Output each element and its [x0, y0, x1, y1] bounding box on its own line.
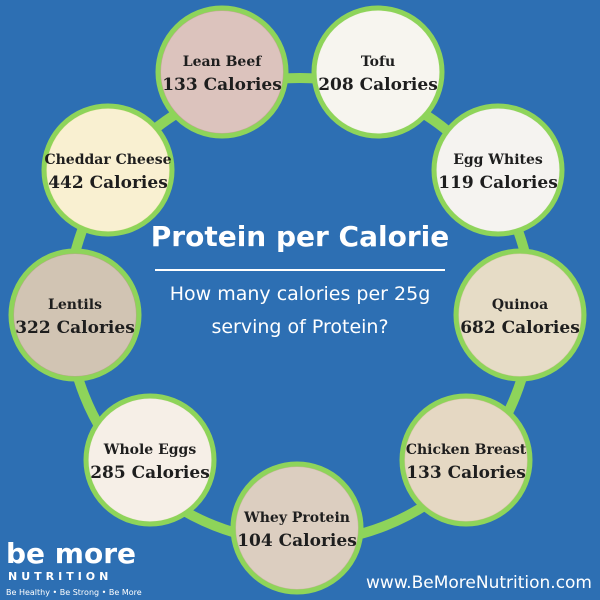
food-circle: Egg Whites 119 Calories	[431, 103, 565, 237]
photo-haze	[317, 11, 439, 133]
food-name: Cheddar Cheese	[44, 152, 171, 168]
food-circle: Quinoa 682 Calories	[453, 248, 587, 382]
food-calories: 208 Calories	[318, 75, 438, 95]
photo-haze	[47, 109, 169, 231]
food-circle: Tofu 208 Calories	[311, 5, 445, 139]
food-name: Quinoa	[492, 297, 548, 313]
food-circle: Chicken Breast 133 Calories	[399, 393, 533, 527]
food-circle: Lentils 322 Calories	[8, 248, 142, 382]
photo-haze	[89, 399, 211, 521]
items: Lean Beef 133 Calories Tofu 208 Calories Egg…	[8, 5, 587, 595]
food-calories: 119 Calories	[438, 173, 558, 193]
food-calories: 133 Calories	[406, 463, 526, 483]
food-photo	[431, 103, 565, 237]
food-calories: 285 Calories	[90, 463, 210, 483]
food-name: Whey Protein	[243, 510, 350, 526]
photo-haze	[437, 109, 559, 231]
photo-haze	[236, 467, 358, 589]
food-photo	[453, 248, 587, 382]
food-circle: Cheddar Cheese 442 Calories	[41, 103, 175, 237]
food-calories: 442 Calories	[48, 173, 168, 193]
food-calories: 104 Calories	[237, 531, 357, 551]
food-circle: Whey Protein 104 Calories	[230, 461, 364, 595]
food-circle: Whole Eggs 285 Calories	[83, 393, 217, 527]
food-name: Chicken Breast	[406, 442, 527, 458]
url: www.BeMoreNutrition.com	[366, 573, 592, 593]
logo-sub: NUTRITION	[8, 570, 112, 583]
food-name: Whole Eggs	[103, 442, 197, 458]
food-name: Lean Beef	[183, 54, 263, 70]
food-photo	[8, 248, 142, 382]
food-calories: 322 Calories	[15, 318, 135, 338]
photo-haze	[459, 254, 581, 376]
subtitle-line: How many calories per 25g	[170, 283, 431, 305]
food-photo	[83, 393, 217, 527]
food-name: Lentils	[48, 297, 102, 313]
food-photo	[399, 393, 533, 527]
logo-tagline: Be Healthy • Be Strong • Be More	[6, 588, 142, 597]
food-photo	[230, 461, 364, 595]
photo-haze	[405, 399, 527, 521]
title: Protein per Calorie	[151, 220, 449, 253]
subtitle-line: serving of Protein?	[211, 316, 388, 338]
photo-haze	[14, 254, 136, 376]
food-name: Tofu	[361, 54, 395, 70]
food-photo	[155, 5, 289, 139]
food-photo	[41, 103, 175, 237]
photo-haze	[161, 11, 283, 133]
food-photo	[311, 5, 445, 139]
food-calories: 133 Calories	[162, 75, 282, 95]
logo-brand: be more	[6, 537, 136, 570]
food-name: Egg Whites	[453, 152, 543, 168]
food-circle: Lean Beef 133 Calories	[155, 5, 289, 139]
food-calories: 682 Calories	[460, 318, 580, 338]
